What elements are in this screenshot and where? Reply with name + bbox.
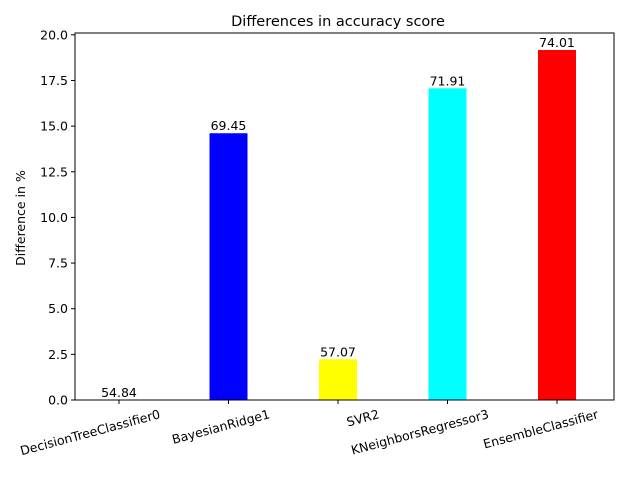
data-label-0: 54.84 — [101, 385, 137, 400]
y-axis-ticks: 0.0 2.5 5.0 7.5 10.0 12.5 15.0 17.5 20.0 — [40, 27, 75, 408]
x-tick-label-0: DecisionTreeClassifier0 — [19, 406, 162, 458]
y-tick-label-5: 12.5 — [40, 164, 68, 179]
bars-layer — [209, 49, 576, 401]
chart-title: Differences in accuracy score — [231, 14, 445, 30]
y-tick-label-3: 7.5 — [48, 256, 68, 271]
x-tick-label-2: SVR2 — [345, 406, 381, 429]
bar-2 — [319, 359, 357, 400]
data-label-4: 74.01 — [539, 35, 575, 50]
y-tick-label-6: 15.0 — [40, 119, 68, 134]
y-tick-label-8: 20.0 — [40, 27, 68, 42]
y-tick-label-7: 17.5 — [40, 73, 68, 88]
data-label-2: 57.07 — [320, 344, 356, 359]
data-label-3: 71.91 — [430, 73, 466, 88]
bar-3 — [428, 88, 467, 400]
data-labels-layer: 54.84 69.45 57.07 71.91 74.01 — [101, 35, 575, 400]
y-tick-label-0: 0.0 — [48, 393, 68, 408]
x-axis-ticks: DecisionTreeClassifier0 BayesianRidge1 SVR… — [19, 400, 601, 458]
data-label-1: 69.45 — [211, 118, 247, 133]
x-tick-label-1: BayesianRidge1 — [170, 406, 271, 447]
y-axis-label: Difference in % — [13, 170, 28, 266]
bar-4 — [538, 49, 576, 401]
y-tick-label-4: 10.0 — [40, 210, 68, 225]
x-tick-label-4: EnsembleClassifier — [482, 406, 601, 451]
y-tick-label-2: 5.0 — [48, 301, 68, 316]
y-tick-label-1: 2.5 — [48, 347, 68, 362]
plot-frame — [74, 32, 615, 401]
bar-1 — [209, 133, 248, 400]
